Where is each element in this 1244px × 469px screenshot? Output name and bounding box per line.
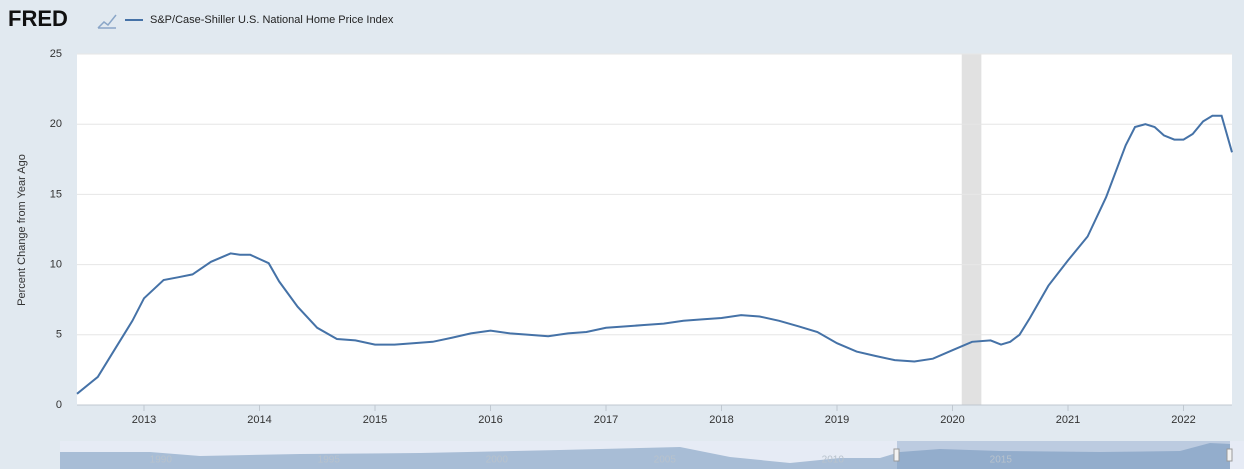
x-tick-label: 2018 [709,414,733,426]
y-tick-label: 10 [50,259,62,271]
navigator-handle[interactable] [893,448,900,462]
navigator: 1990 1995 2000 2005 2010 2015 [60,441,1244,469]
x-tick-label: 2022 [1171,414,1195,426]
y-tick-label: 0 [56,399,62,411]
y-tick-label: 5 [56,329,62,341]
y-tick-label: 25 [50,48,62,60]
brand-logo: FRED [8,6,68,31]
x-tick-label: 2020 [940,414,964,426]
x-tick-label: 2019 [825,414,849,426]
x-tick-label: 2016 [478,414,502,426]
navigator-label: 1990 [150,455,173,466]
series-line [76,114,1233,395]
navigator-label: 1995 [318,455,341,466]
plot-area [77,54,1232,405]
x-tick-label: 2013 [132,414,156,426]
y-axis-label: Percent Change from Year Ago [16,154,28,306]
navigator-selection [897,441,1230,469]
logo-icon [97,14,117,29]
navigator-label: 2015 [990,455,1013,466]
legend-label: S&P/Case-Shiller U.S. National Home Pric… [150,14,394,26]
navigator-label: 2005 [654,455,677,466]
x-tick-label: 2021 [1056,414,1080,426]
x-tick-label: 2015 [363,414,387,426]
navigator-handle[interactable] [1226,448,1233,462]
recession-band [961,54,982,405]
x-tick-label: 2017 [594,414,618,426]
navigator-label: 2000 [486,455,509,466]
navigator-area [60,443,1230,469]
navigator-label: 2010 [822,455,845,466]
y-tick-label: 20 [50,118,62,130]
x-tick-label: 2014 [247,414,271,426]
y-tick-label: 15 [50,188,62,200]
